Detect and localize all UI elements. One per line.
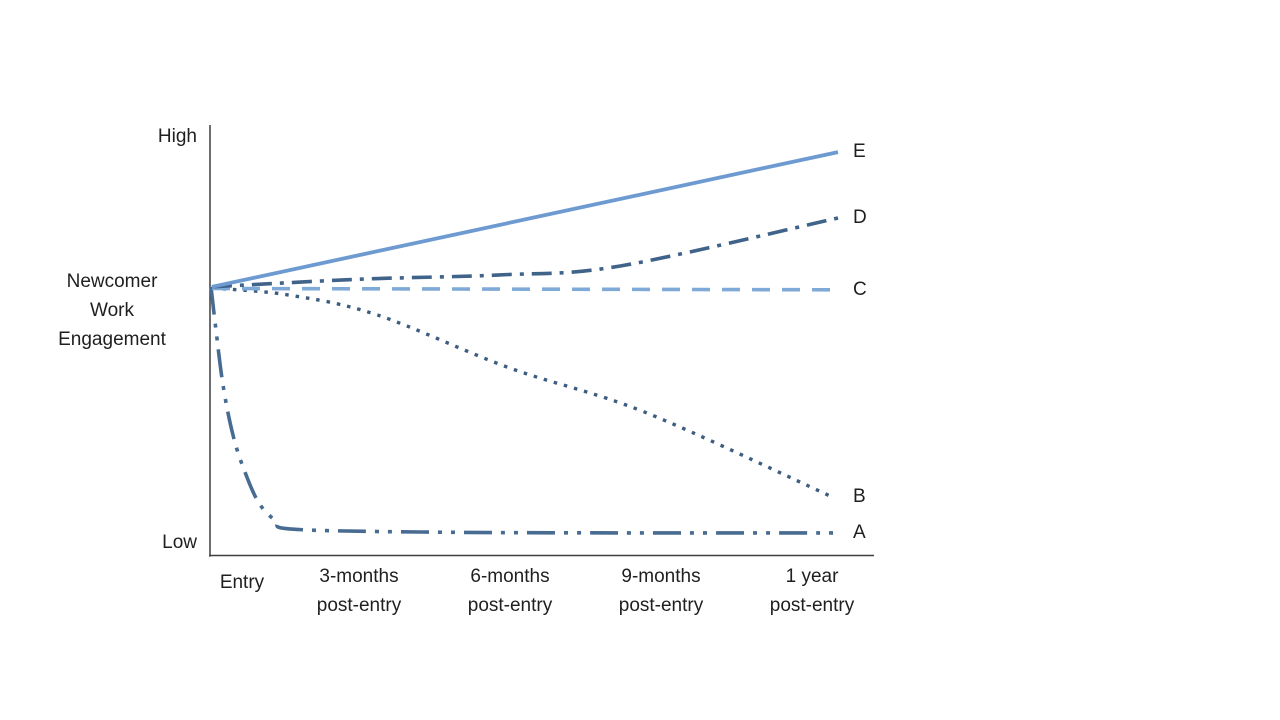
x-tick-label-2: 3-months post-entry <box>316 566 402 616</box>
y-axis-low-label: Low <box>162 532 197 553</box>
series-line-D <box>211 216 839 289</box>
series-line-C <box>211 286 837 292</box>
series-label-C: C <box>853 279 867 300</box>
series-label-B: B <box>853 486 866 507</box>
series-line-B <box>211 286 834 499</box>
series-label-D: D <box>853 207 867 228</box>
series-label-A: A <box>853 522 866 543</box>
x-tick-label-4: 9-months post-entry <box>618 566 704 616</box>
series-line-A <box>209 286 839 535</box>
x-tick-label-1: Entry <box>219 572 265 593</box>
y-axis-high-label: High <box>157 126 197 147</box>
series-label-E: E <box>853 141 866 162</box>
series-line-E <box>211 150 839 289</box>
x-tick-label-3: 6-months post-entry <box>467 566 553 616</box>
y-axis-title: Newcomer Work Engagement <box>58 271 166 350</box>
x-tick-label-5: 1 year post-entry <box>769 566 855 616</box>
